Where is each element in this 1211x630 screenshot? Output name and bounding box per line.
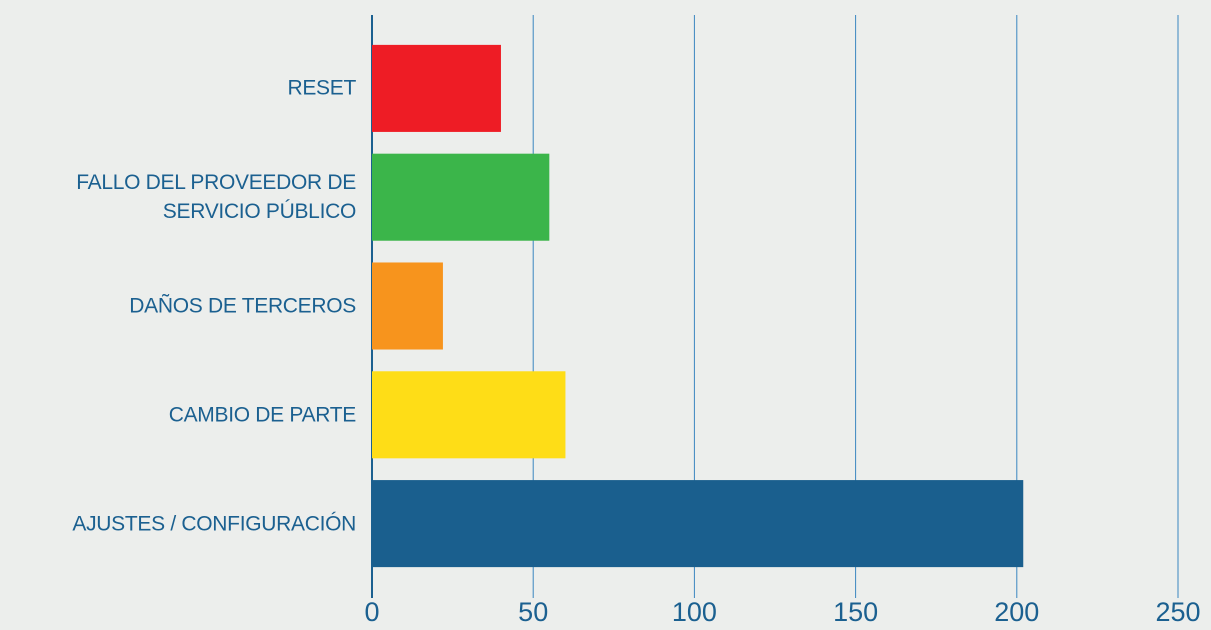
- y-tick-label: DAÑOS DE TERCEROS: [129, 294, 356, 318]
- x-tick-label: 250: [1155, 597, 1200, 627]
- bar: [372, 480, 1024, 568]
- bar: [372, 262, 443, 350]
- bar: [372, 44, 501, 132]
- y-tick-label: CAMBIO DE PARTE: [168, 403, 357, 427]
- y-tick-label: FALLO DEL PROVEEDOR DE SERVICIO PÚBLICO: [76, 171, 356, 224]
- x-tick-label: 150: [833, 597, 878, 627]
- bar: [372, 371, 566, 459]
- x-tick-label: 0: [364, 597, 379, 627]
- y-tick-label: RESET: [287, 76, 356, 100]
- x-tick-label: 50: [518, 597, 548, 627]
- bar: [372, 153, 550, 241]
- y-tick-label: AJUSTES / CONFIGURACIÓN: [72, 512, 356, 536]
- x-tick-label: 200: [994, 597, 1039, 627]
- x-tick-label: 100: [672, 597, 717, 627]
